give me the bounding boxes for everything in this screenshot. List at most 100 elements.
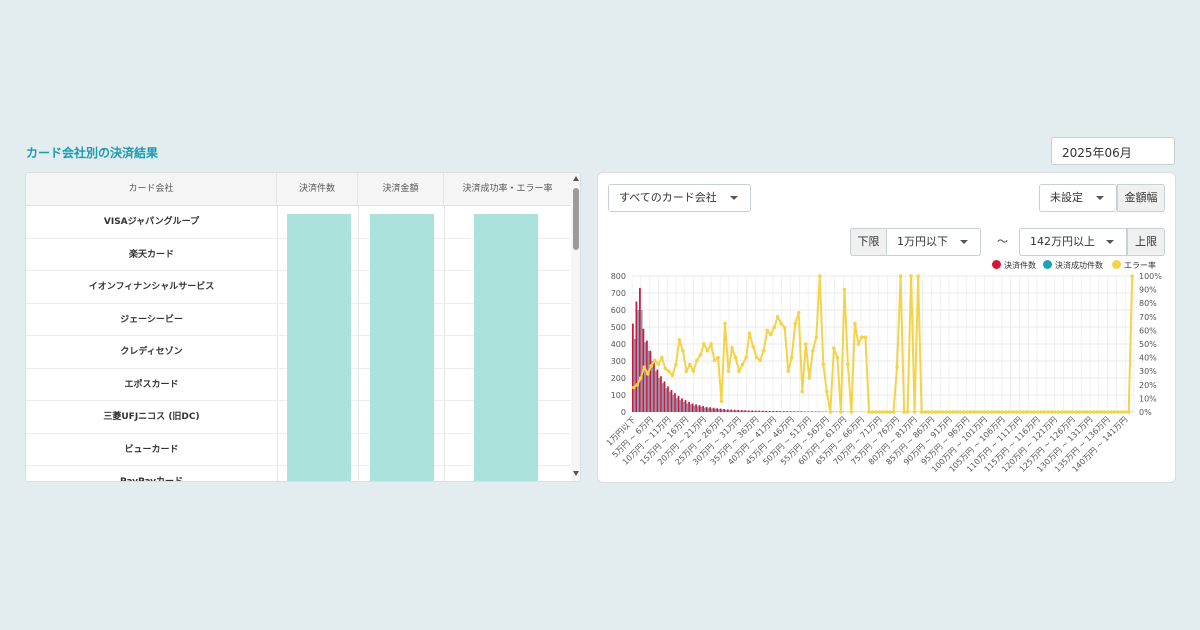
upper-limit-select[interactable]: 142万円以上 bbox=[1019, 228, 1127, 256]
table-scrollbar[interactable] bbox=[571, 173, 580, 481]
error-rate-point bbox=[635, 383, 640, 387]
error-rate-point bbox=[923, 410, 927, 414]
y-right-tick-label: 40% bbox=[1139, 354, 1157, 363]
error-rate-point bbox=[961, 410, 966, 414]
count-bar bbox=[796, 411, 799, 412]
count-bar bbox=[698, 405, 701, 412]
error-rate-point bbox=[712, 358, 717, 363]
column-divider bbox=[444, 206, 445, 481]
error-rate-point bbox=[1032, 410, 1036, 414]
count-bar bbox=[747, 410, 750, 412]
company-name: VISAジャパングループ bbox=[103, 217, 200, 227]
amount-distribution-card: すべてのカード会社 未設定 金額幅 下限 1万円以下 ～ 142万円以上 上限 … bbox=[597, 172, 1176, 483]
y-left-tick-label: 300 bbox=[611, 357, 626, 366]
error-rate-point bbox=[947, 410, 952, 414]
error-rate-point bbox=[789, 355, 794, 360]
legend-count-dot bbox=[992, 260, 1001, 269]
table-row[interactable]: PayPayカード bbox=[26, 466, 571, 482]
scroll-thumb[interactable] bbox=[573, 188, 579, 250]
company-name: クレディセゾン bbox=[120, 347, 183, 357]
legend-error-label: エラー率 bbox=[1124, 261, 1156, 270]
error-rate-point bbox=[638, 376, 643, 380]
success-bar bbox=[735, 410, 738, 412]
error-rate-point bbox=[825, 389, 829, 394]
chevron-down-icon bbox=[1096, 196, 1104, 200]
company-name: PayPayカード bbox=[119, 477, 184, 482]
chevron-down-icon bbox=[1106, 240, 1114, 244]
error-rate-point bbox=[631, 385, 636, 390]
count-bar bbox=[723, 408, 726, 412]
y-left-tick-label: 400 bbox=[611, 340, 626, 349]
error-rate-point bbox=[919, 410, 924, 414]
section-title: カード会社別の決済結果 bbox=[26, 146, 159, 160]
chevron-down-icon bbox=[730, 196, 738, 200]
error-rate-point bbox=[740, 362, 745, 367]
success-bar bbox=[763, 411, 766, 412]
error-rate-point bbox=[916, 274, 920, 278]
month-selector[interactable]: 2025年06月 bbox=[1051, 137, 1175, 165]
column-divider bbox=[277, 206, 278, 481]
count-bar bbox=[663, 381, 666, 412]
amount-distribution-chart: 0 100 200 300 400 500 600 700 800 0% 10% 20% 30% 40% 5… bbox=[605, 272, 1162, 474]
error-rate-point bbox=[940, 410, 945, 414]
error-rate-point bbox=[965, 410, 970, 414]
success-bar bbox=[651, 361, 654, 412]
count-bar bbox=[726, 409, 729, 412]
error-rate-point bbox=[905, 410, 910, 414]
legend-error-dot bbox=[1112, 260, 1121, 269]
success-bar bbox=[633, 338, 636, 412]
error-rate-point bbox=[881, 410, 885, 414]
card-company-select[interactable]: すべてのカード会社 bbox=[608, 184, 751, 212]
count-bar bbox=[811, 411, 813, 412]
error-rate-point bbox=[891, 410, 896, 414]
legend-count-label: 決済件数 bbox=[1004, 261, 1036, 270]
error-rate-point bbox=[1119, 410, 1124, 414]
success-bar bbox=[675, 398, 678, 412]
lower-limit-select[interactable]: 1万円以下 bbox=[886, 228, 981, 256]
error-rate-point bbox=[681, 349, 685, 353]
count-bar bbox=[649, 350, 652, 412]
amount-mode-select[interactable]: 未設定 bbox=[1039, 184, 1117, 212]
header-success-error-rate[interactable]: 決済成功率・エラー率 bbox=[462, 184, 553, 194]
header-payment-count[interactable]: 決済件数 bbox=[277, 173, 358, 206]
count-bar bbox=[804, 411, 806, 412]
error-rate-point bbox=[782, 325, 787, 330]
success-bar bbox=[781, 411, 783, 412]
legend-error-rate[interactable]: エラー率 bbox=[1112, 260, 1156, 272]
count-bar bbox=[789, 411, 792, 412]
y-right-tick-label: 50% bbox=[1139, 340, 1157, 349]
error-rate-point bbox=[1063, 410, 1068, 414]
count-bar bbox=[632, 323, 634, 412]
header-card-company[interactable]: カード会社 bbox=[26, 173, 277, 206]
error-rate-point bbox=[870, 410, 875, 414]
success-bar bbox=[718, 409, 720, 412]
success-bar bbox=[686, 403, 689, 412]
error-rate-point bbox=[688, 362, 692, 367]
success-bar bbox=[742, 410, 745, 412]
loading-placeholder-rate bbox=[474, 214, 538, 481]
count-bar bbox=[744, 410, 747, 412]
amount-range-button[interactable]: 金額幅 bbox=[1117, 184, 1165, 212]
success-bar bbox=[682, 401, 685, 412]
scroll-up-arrow-icon[interactable] bbox=[573, 176, 579, 181]
table-body: VISAジャパングループ 楽天カード イオンフィナンシャルサービス ジェーシービ… bbox=[26, 206, 571, 482]
error-rate-point bbox=[695, 358, 699, 363]
error-rate-point bbox=[1039, 410, 1043, 414]
error-rate-point bbox=[1000, 410, 1005, 414]
error-rate-point bbox=[1074, 410, 1078, 414]
table-header: カード会社 決済件数 決済金額 決済成功率・エラー率 bbox=[26, 173, 571, 206]
header-payment-amount[interactable]: 決済金額 bbox=[358, 173, 444, 206]
company-name: 三菱UFJニコス (旧DC) bbox=[103, 412, 200, 422]
legend-count[interactable]: 決済件数 bbox=[992, 260, 1036, 272]
error-rate-point bbox=[930, 410, 934, 414]
error-rate-point bbox=[954, 410, 959, 414]
count-bar bbox=[684, 400, 687, 412]
error-rate-point bbox=[709, 342, 713, 346]
y-right-tick-label: 10% bbox=[1139, 394, 1157, 403]
error-rate-point bbox=[737, 369, 741, 373]
scroll-down-arrow-icon[interactable] bbox=[573, 471, 579, 476]
legend-success[interactable]: 決済成功件数 bbox=[1043, 260, 1103, 272]
error-rate-point bbox=[902, 410, 906, 414]
success-bar bbox=[658, 378, 661, 412]
error-rate-point bbox=[649, 363, 654, 368]
